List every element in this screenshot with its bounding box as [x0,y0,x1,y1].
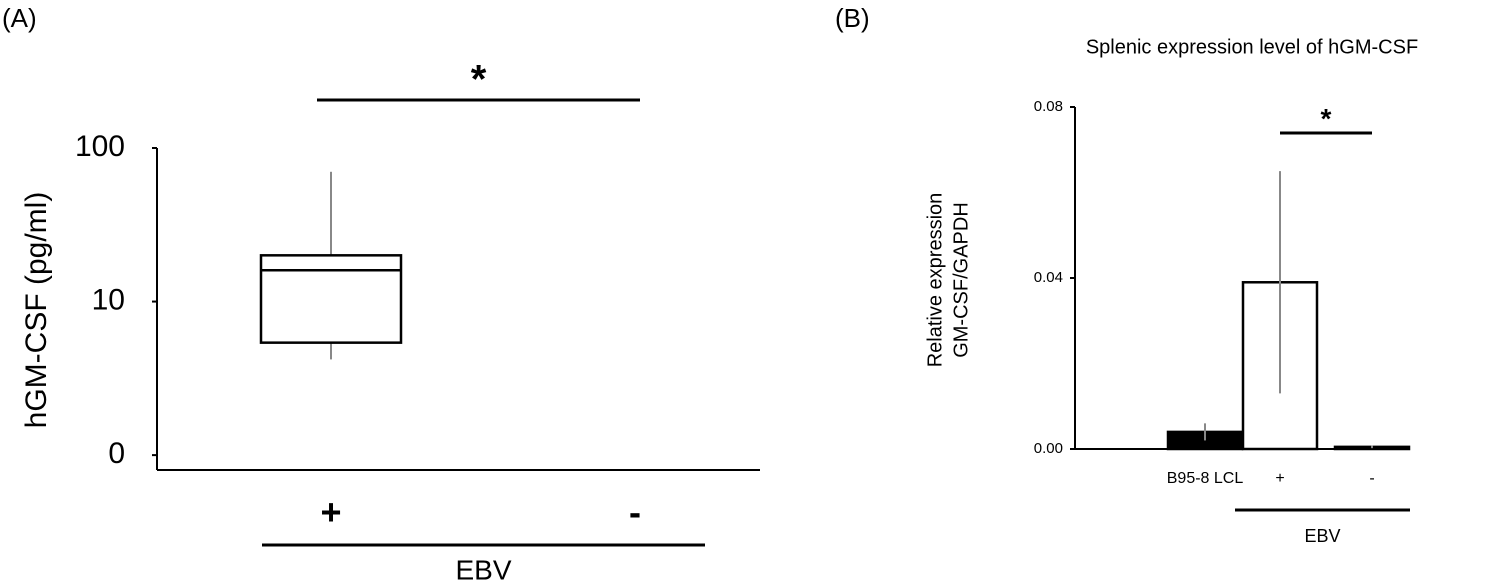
panel-label: (B) [835,3,870,33]
group-label: EBV [455,554,511,585]
panel-label: (A) [2,3,37,33]
y-tick-label: 0 [108,437,125,470]
y-tick-label: 10 [92,283,125,316]
x-tick-label: - [629,492,641,533]
y-tick-label: 0.00 [1034,440,1063,457]
y-axis-label: hGM-CSF (pg/ml) [20,192,53,429]
significance-mark: * [1321,103,1332,134]
x-tick-label: - [1369,470,1374,487]
box [259,254,403,344]
x-tick-label: + [320,492,341,533]
y-tick-label: 0.08 [1034,98,1063,115]
y-tick-label: 0.04 [1034,269,1063,286]
chart-title: Splenic expression level of hGM-CSF [1086,36,1418,58]
y-axis-label: GM-CSF/GAPDH [950,202,972,358]
y-tick-label: 100 [75,130,125,163]
x-tick-label: + [1275,470,1284,487]
significance-mark: * [471,58,487,102]
x-tick-label: B95-8 LCL [1167,470,1244,487]
y-axis-label: Relative expression [924,193,946,368]
group-label: EBV [1304,526,1340,546]
